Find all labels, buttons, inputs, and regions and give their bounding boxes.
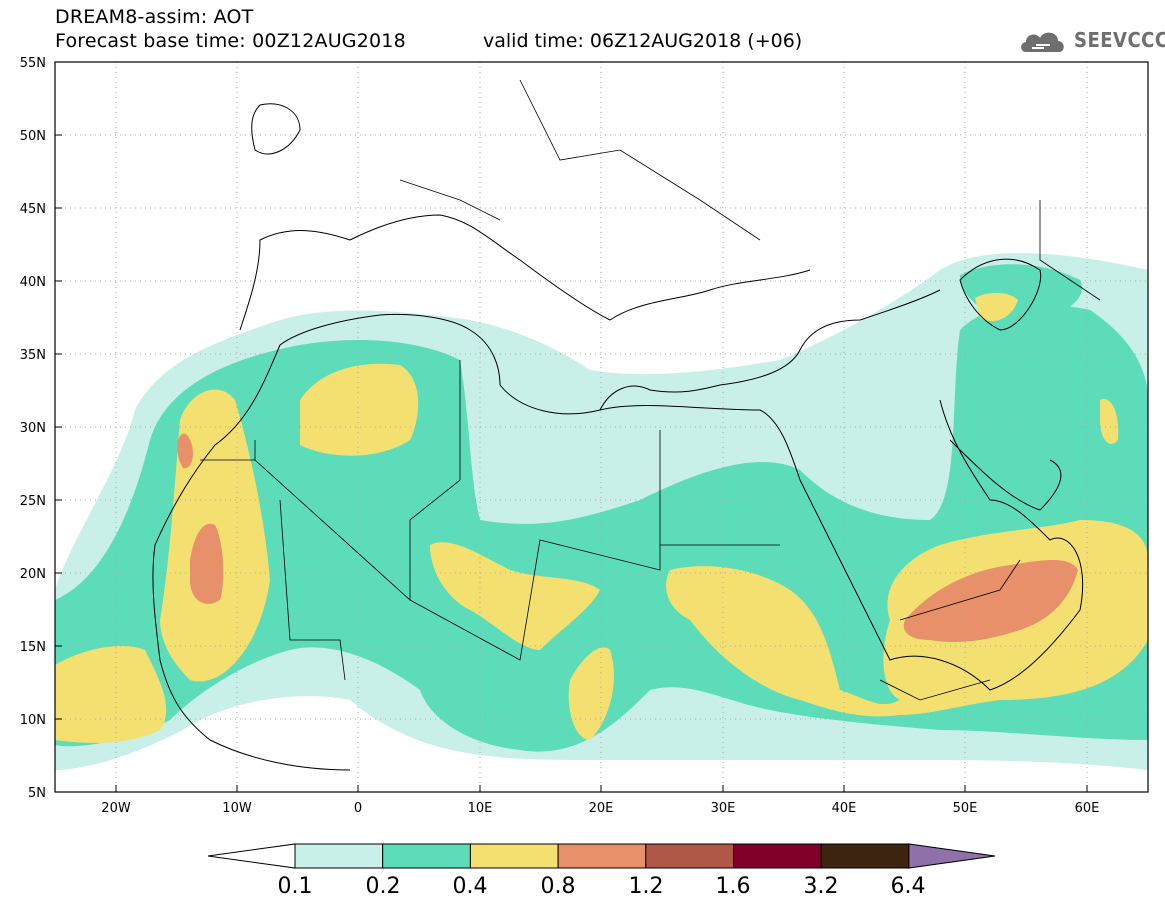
graticule [55,62,1148,792]
lat-label: 20N [20,567,46,582]
longitude-labels: 20W 10W 0 10E 20E 30E 40E 50E 60E [101,801,1099,816]
lat-label: 40N [20,275,46,290]
latitude-labels: 55N 50N 45N 40N 35N 30N 25N 20N 15N 10N … [20,56,46,801]
colorbar-boxes [207,843,996,869]
lon-label: 50E [953,801,978,816]
lon-label: 20E [589,801,614,816]
colorbar-box [557,843,647,869]
lon-label: 20W [101,801,131,816]
colorbar-label: 1.2 [629,874,664,899]
map-title: DREAM8-assim: AOT [55,6,254,28]
lon-label: 30E [711,801,736,816]
forecast-base-time: Forecast base time: 00Z12AUG2018 [55,30,406,52]
aot-contour-0.8 [177,433,1078,642]
lon-label: 0 [354,801,362,816]
colorbar-box [294,843,384,869]
lat-label: 55N [20,56,46,71]
cloud-logo-icon [1021,32,1064,52]
colorbar-label: 6.4 [891,874,926,899]
lon-label: 10E [468,801,493,816]
lat-label: 25N [20,494,46,509]
country-borders [200,79,1101,701]
colorbar-label: 0.1 [278,874,313,899]
lon-label: 10W [222,801,252,816]
colorbar-label: 3.2 [804,874,839,899]
colorbar-label: 1.6 [716,874,751,899]
colorbar-label: 0.8 [541,874,576,899]
colorbar-box [469,843,559,869]
colorbar-over-arrow [908,843,996,869]
colorbar-box [733,843,822,869]
lat-label: 35N [20,348,46,363]
valid-time: valid time: 06Z12AUG2018 (+06) [483,30,803,52]
colorbar-box [645,843,734,869]
colorbar-label: 0.2 [366,874,401,899]
lon-label: 60E [1075,801,1100,816]
colorbar-under-arrow [207,843,296,869]
lat-label: 30N [20,421,46,436]
lat-label: 5N [28,786,46,801]
colorbar-label: 0.4 [453,874,488,899]
colorbar-labels: 0.1 0.2 0.4 0.8 1.2 1.6 3.2 6.4 [278,874,926,899]
axis-ticks [55,134,1088,792]
coastlines [152,103,1084,771]
lat-label: 45N [20,202,46,217]
lat-label: 10N [20,713,46,728]
lat-label: 50N [20,129,46,144]
colorbar-box [382,843,471,869]
lon-label: 40E [832,801,857,816]
colorbar-box [820,843,910,869]
logo-text: SEEVCCC [1074,28,1165,52]
lat-label: 15N [20,640,46,655]
